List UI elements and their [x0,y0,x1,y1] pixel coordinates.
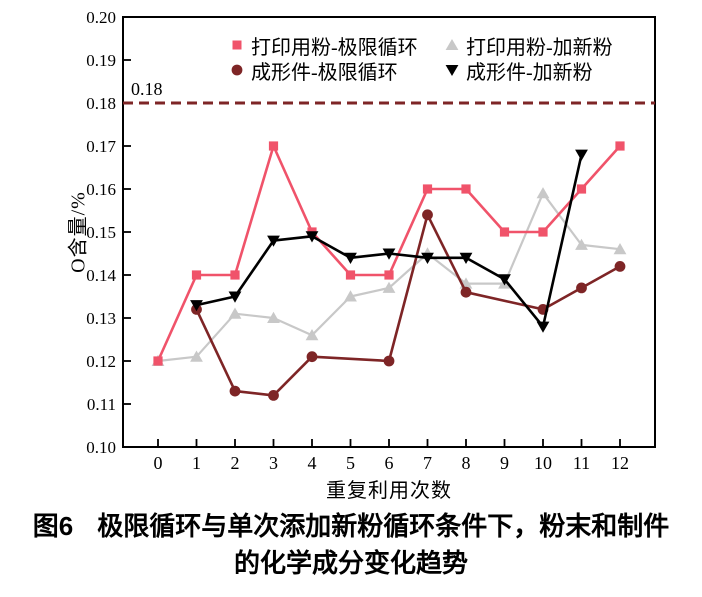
data-point-square [153,356,163,366]
legend-item-formed-part-add-new: 成形件-加新粉 [444,58,613,84]
legend-label: 成形件-极限循环 [251,61,398,84]
data-point-triangle-down [421,252,434,264]
data-point-triangle-down [575,149,588,161]
circle-marker-icon [231,64,243,76]
legend-label: 打印用粉-极限循环 [251,36,418,59]
legend-item-formed-part-limit-cycle: 成形件-极限循环 [229,58,444,84]
caption-line-2: 的化学成分变化趋势 [233,548,468,578]
data-point-triangle-down [267,235,280,247]
figure-caption: 图6 极限循环与单次添加新粉循环条件下，粉末和制件 的化学成分变化趋势 [0,508,702,582]
data-point-square [191,270,202,280]
caption-text-line1: 极限循环与单次添加新粉循环条件下，粉末和制件 [97,511,670,541]
x-tick-label: 1 [192,453,201,473]
chart-area: 0.10 0.11 0.12 0.13 0.14 0.15 0.16 0.17 0.18 0.19… [67,8,656,502]
y-tick-label: 0.18 [86,94,116,113]
data-point-triangle-down [459,252,473,264]
data-point-triangle-up [267,311,280,323]
data-point-triangle-up [190,350,203,362]
y-tick-label: 0.13 [86,309,116,328]
data-point-triangle-up [344,290,357,302]
x-tick-label: 10 [534,453,552,473]
data-point-square [615,141,625,151]
data-point-square [499,227,510,237]
y-tick-label: 0.20 [86,8,116,27]
data-point-triangle-down [190,300,203,312]
y-tick-label: 0.14 [86,266,116,285]
data-point-square [345,270,356,280]
data-point-circle [614,261,626,272]
y-tick-label: 0.17 [86,137,116,156]
data-point-triangle-down [382,248,396,260]
figure-number: 图6 [32,511,74,541]
data-point-circle [576,282,587,294]
y-tick-label: 0.10 [86,438,116,457]
x-tick-label: 12 [611,453,629,473]
y-tick-label: 0.16 [86,180,116,199]
line-chart-canvas: 0.10 0.11 0.12 0.13 0.14 0.15 0.16 0.17 0.18 0.19… [86,8,656,473]
data-point-square [230,270,240,280]
data-point-triangle-up [228,307,242,319]
data-point-circle [229,385,241,397]
data-point-triangle-up [382,281,396,293]
data-point-square [422,184,433,194]
data-point-square [538,227,548,237]
y-tick-label: 0.15 [86,223,116,242]
data-point-circle [422,209,433,221]
x-tick-label: 2 [231,453,240,473]
data-point-triangle-down [228,291,242,303]
x-tick-label: 6 [385,453,394,473]
data-point-circle [460,286,472,298]
y-axis-title: O含量/% [67,191,90,273]
data-point-square [461,184,471,194]
data-point-triangle-up [536,187,550,199]
data-point-circle [268,390,279,401]
x-tick-label: 7 [423,453,432,473]
triangle-up-marker-icon [445,39,459,50]
legend-item-print-powder-add-new: 打印用粉-加新粉 [444,33,613,59]
data-point-triangle-up [613,243,627,255]
caption-line-1: 图6 极限循环与单次添加新粉循环条件下，粉末和制件 [0,508,702,545]
data-point-triangle-up [575,238,588,250]
data-point-circle [383,355,395,367]
data-point-square [576,184,587,194]
series-line-2 [195,213,621,397]
x-tick-label: 5 [346,453,355,473]
x-tick-label: 9 [500,453,509,473]
x-tick-label: 0 [154,453,163,473]
x-tick-label: 11 [573,453,590,473]
data-point-triangle-down [344,252,357,264]
data-point-triangle-down [305,231,319,243]
legend-label: 打印用粉-加新粉 [466,36,613,59]
x-tick-label: 3 [269,453,278,473]
square-marker-icon [232,40,242,50]
y-tick-label: 0.12 [86,352,116,371]
x-tick-label: 4 [308,453,317,473]
legend-item-print-powder-limit-cycle: 打印用粉-极限循环 [229,33,444,59]
y-tick-label: 0.11 [87,395,116,414]
data-point-square [384,270,394,280]
data-point-triangle-down [536,321,550,333]
legend: 打印用粉-极限循环 打印用粉-加新粉 成形件-极限循环 成形件-加新粉 [229,33,613,84]
data-point-square [268,141,279,151]
x-tick-label: 8 [462,453,471,473]
data-point-triangle-up [305,329,319,341]
legend-label: 成形件-加新粉 [466,61,593,84]
data-point-circle [306,351,318,363]
x-axis-title: 重复利用次数 [326,480,452,502]
data-point-triangle-down [498,274,511,286]
reference-line-label: 0.18 [131,79,163,99]
y-tick-label: 0.19 [86,51,116,70]
triangle-down-marker-icon [445,65,459,76]
